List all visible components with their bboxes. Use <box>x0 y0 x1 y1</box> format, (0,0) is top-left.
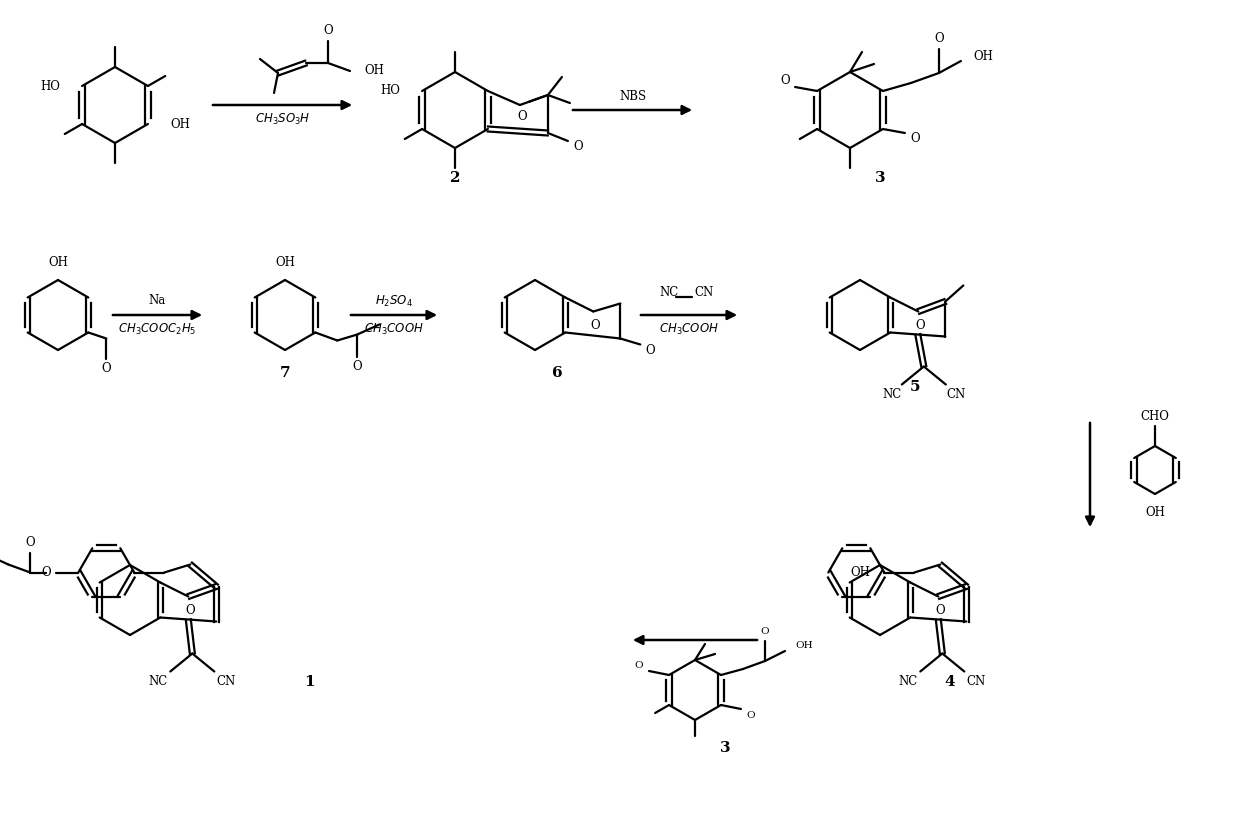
Text: O: O <box>780 75 790 87</box>
Text: O: O <box>324 24 332 37</box>
Text: $CH_3COOH$: $CH_3COOH$ <box>660 321 719 337</box>
Text: 2: 2 <box>450 171 460 185</box>
Text: O: O <box>934 32 944 46</box>
Text: NC: NC <box>658 286 678 300</box>
Text: O: O <box>935 604 945 617</box>
Text: 7: 7 <box>280 366 290 380</box>
Text: NC: NC <box>899 675 918 688</box>
Text: O: O <box>746 711 755 720</box>
Text: CHO: CHO <box>1141 409 1169 423</box>
Text: CN: CN <box>217 675 236 688</box>
Text: 1: 1 <box>305 675 315 689</box>
Text: O: O <box>517 111 527 123</box>
Text: CN: CN <box>694 286 713 300</box>
Text: 3: 3 <box>874 171 885 185</box>
Text: CN: CN <box>946 388 966 401</box>
Text: NBS: NBS <box>619 90 646 102</box>
Text: OH: OH <box>275 255 295 269</box>
Text: $CH_3COOC_2H_5$: $CH_3COOC_2H_5$ <box>118 321 197 337</box>
Text: OH: OH <box>1145 506 1164 518</box>
Text: $CH_3COOH$: $CH_3COOH$ <box>365 321 424 337</box>
Text: 6: 6 <box>552 366 562 380</box>
Text: $CH_3SO_3H$: $CH_3SO_3H$ <box>254 111 310 126</box>
Text: $H_2SO_4$: $H_2SO_4$ <box>374 294 413 309</box>
Text: Na: Na <box>149 295 166 308</box>
Text: O: O <box>41 566 51 579</box>
Text: O: O <box>590 319 600 332</box>
Text: O: O <box>635 661 644 670</box>
Text: CN: CN <box>967 675 986 688</box>
Text: 4: 4 <box>945 675 955 689</box>
Text: OH: OH <box>795 641 812 650</box>
Text: OH: OH <box>851 566 870 579</box>
Text: 5: 5 <box>910 380 920 394</box>
Text: OH: OH <box>170 117 190 131</box>
Text: O: O <box>915 319 925 332</box>
Text: O: O <box>760 626 769 636</box>
Text: NC: NC <box>882 388 901 401</box>
Text: O: O <box>26 536 35 549</box>
Text: 3: 3 <box>719 741 730 755</box>
Text: OH: OH <box>365 65 384 77</box>
Text: O: O <box>352 360 362 373</box>
Text: O: O <box>102 362 112 375</box>
Text: O: O <box>186 604 195 617</box>
Text: OH: OH <box>973 51 993 63</box>
Text: HO: HO <box>381 85 401 97</box>
Text: NC: NC <box>149 675 167 688</box>
Text: O: O <box>646 344 655 357</box>
Text: O: O <box>573 141 583 153</box>
Text: O: O <box>910 132 920 146</box>
Text: HO: HO <box>40 80 60 92</box>
Text: OH: OH <box>48 255 68 269</box>
